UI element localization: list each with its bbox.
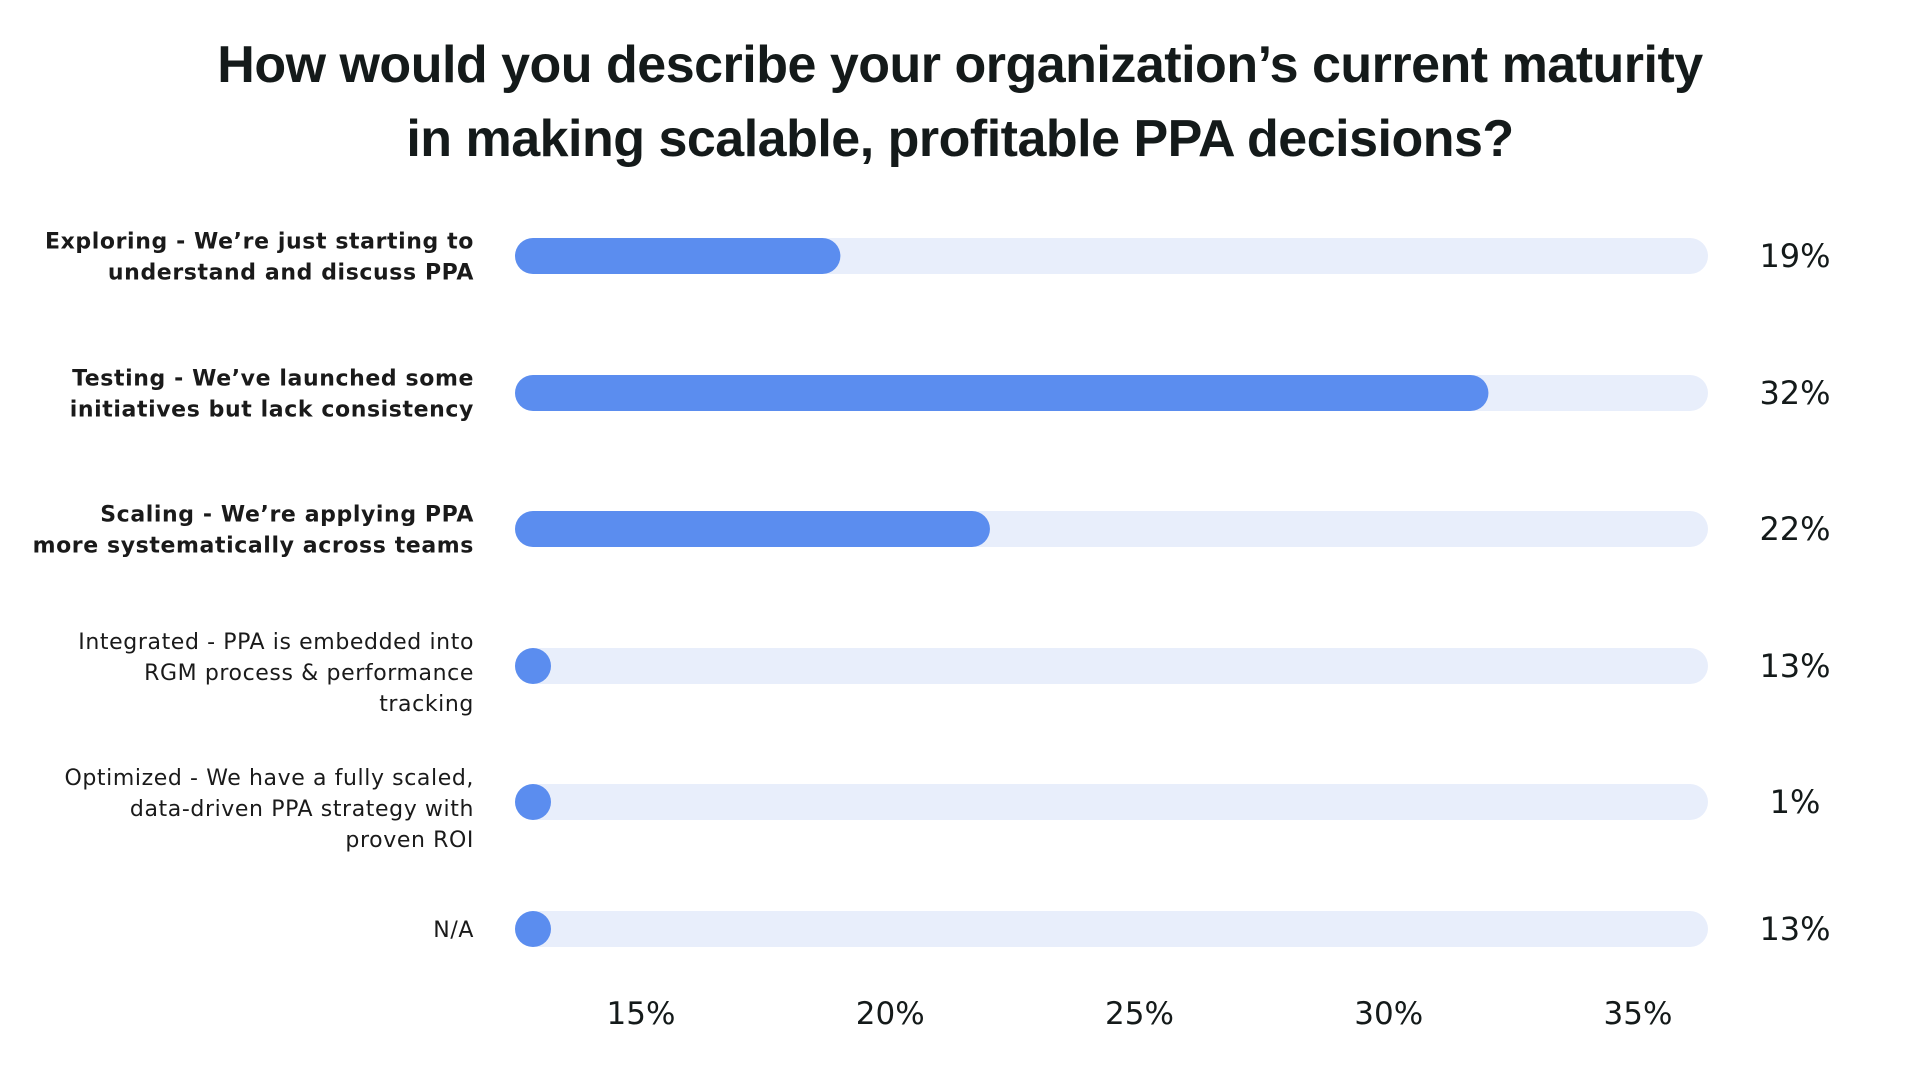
bar-track xyxy=(515,648,1708,684)
bar-track xyxy=(515,784,1708,820)
category-label-line: initiatives but lack consistency xyxy=(70,398,474,423)
value-label: 32% xyxy=(1759,374,1830,412)
x-tick-label: 20% xyxy=(856,996,925,1032)
value-label: 19% xyxy=(1759,237,1830,275)
bar xyxy=(515,511,990,547)
bar-row: Integrated - PPA is embedded into RGM pro… xyxy=(78,630,1830,717)
x-tick-label: 15% xyxy=(607,996,676,1032)
category-label-line: tracking xyxy=(379,692,474,717)
category-label: Integrated - PPA is embedded into RGM pro… xyxy=(78,630,474,717)
value-label: 13% xyxy=(1759,910,1830,948)
bar-row: Exploring - We’re just starting to unders… xyxy=(45,230,1831,286)
category-label-line: Integrated - PPA is embedded into xyxy=(78,630,474,655)
bar-row: Optimized - We have a fully scaled, data-… xyxy=(64,766,1820,853)
bar xyxy=(515,911,551,947)
category-label-line: more systematically across teams xyxy=(33,534,474,559)
category-label-line: understand and discuss PPA xyxy=(108,261,474,286)
x-tick-label: 30% xyxy=(1354,996,1423,1032)
bar xyxy=(515,238,841,274)
chart-title: How would you describe your organization… xyxy=(0,28,1920,176)
category-label-line: RGM process & performance xyxy=(144,661,474,686)
chart-title-line-1: How would you describe your organization… xyxy=(217,36,1703,94)
bar-track xyxy=(515,911,1708,947)
bar xyxy=(515,648,551,684)
category-label-line: data-driven PPA strategy with xyxy=(130,797,474,822)
bar xyxy=(515,375,1489,411)
chart-title-line-2: in making scalable, profitable PPA decis… xyxy=(406,110,1514,168)
category-label-line: Scaling - We’re applying PPA xyxy=(100,503,474,528)
value-label: 1% xyxy=(1770,783,1821,821)
category-label-line: Optimized - We have a fully scaled, xyxy=(64,766,474,791)
value-label: 13% xyxy=(1759,647,1830,685)
category-label: Exploring - We’re just starting to unders… xyxy=(45,230,474,286)
category-label-line: Testing - We’ve launched some xyxy=(72,367,474,392)
category-label: Testing - We’ve launched some initiatives… xyxy=(70,367,474,423)
bar xyxy=(515,784,551,820)
bar-row: N/A 13% xyxy=(433,910,1830,948)
category-label: Optimized - We have a fully scaled, data-… xyxy=(64,766,474,853)
x-axis: 15% 20% 25% 30% 35% xyxy=(607,996,1673,1032)
category-label-line: proven ROI xyxy=(345,828,474,853)
category-label-line: Exploring - We’re just starting to xyxy=(45,230,474,255)
bar-row: Scaling - We’re applying PPA more systema… xyxy=(33,503,1831,559)
value-label: 22% xyxy=(1759,510,1830,548)
bar-row: Testing - We’ve launched some initiatives… xyxy=(70,367,1831,423)
x-tick-label: 25% xyxy=(1105,996,1174,1032)
category-label: N/A xyxy=(433,918,474,943)
category-label-line: N/A xyxy=(433,918,474,943)
x-tick-label: 35% xyxy=(1604,996,1673,1032)
category-label: Scaling - We’re applying PPA more systema… xyxy=(33,503,474,559)
